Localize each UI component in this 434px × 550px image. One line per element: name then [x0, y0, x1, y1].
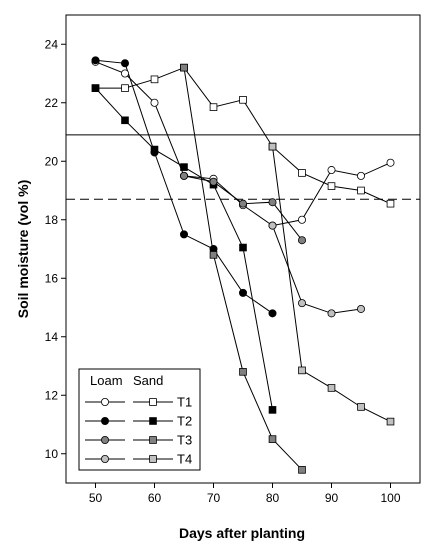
legend-t1-sand-marker [149, 398, 157, 406]
series-layer [91, 56, 395, 474]
y-tick-label: 22 [45, 96, 59, 110]
series-t2-sand-point [121, 116, 129, 125]
legend-header-loam: Loam [90, 373, 123, 388]
legend-box [78, 368, 201, 471]
series-t1-sand-point [357, 186, 365, 195]
y-tick-label: 12 [45, 388, 59, 402]
legend-header-sand: Sand [133, 373, 163, 388]
legend-t4-label: T4 [177, 452, 192, 467]
series-t3-sand-point [180, 63, 188, 72]
series-t1-loam-point [121, 69, 130, 78]
legend-t2-label: T2 [177, 414, 192, 429]
y-tick-label: 14 [45, 330, 59, 344]
series-t2-loam-point [179, 230, 188, 239]
series-t1-sand-point [209, 103, 218, 111]
legend-t4-loam-marker [101, 454, 110, 463]
legend-t2-loam-marker [101, 416, 110, 425]
series-t4-sand-point [386, 417, 395, 426]
x-tick-label: 80 [266, 491, 280, 505]
series-t1-loam-point [297, 215, 306, 224]
series-t4-sand-point [268, 142, 277, 151]
series-t1-loam-point [150, 98, 159, 107]
series-t4-loam-point [356, 304, 365, 313]
legend-t3-sand-marker [149, 436, 157, 444]
series-t1-sand-point [298, 169, 306, 177]
series-t3-sand-point [239, 368, 247, 376]
series-t4-loam-point [268, 221, 277, 230]
series-t3-loam-point [179, 171, 188, 180]
series-t1-sand-point [150, 75, 159, 84]
series-t4-loam-point [297, 299, 306, 308]
axis-ticks: 50 60 70 80 90 100 10 12 14 16 18 20 22 24 [45, 37, 401, 505]
series-t3-sand-line [183, 67, 303, 471]
series-t2-sand-point [91, 84, 100, 92]
series-t3-loam-point [238, 199, 247, 208]
legend-t3-label: T3 [177, 433, 192, 448]
series-t1-sand-point [386, 199, 395, 208]
series-t2-sand-point [239, 243, 247, 252]
series-t2-loam-point [268, 309, 277, 318]
series-t3-sand-point [209, 251, 218, 259]
legend-t1-label: T1 [177, 395, 192, 410]
x-tick-label: 70 [207, 491, 221, 505]
x-tick-label: 90 [325, 491, 339, 505]
series-t2-loam-point [121, 59, 130, 68]
y-tick-label: 10 [45, 447, 59, 461]
series-t1-loam-point [356, 171, 365, 180]
series-t3-sand-point [298, 466, 306, 474]
y-tick-label: 24 [45, 37, 59, 51]
y-tick-label: 18 [45, 213, 59, 227]
series-t3-sand-point [268, 435, 277, 443]
series-t3-loam-point [268, 198, 277, 207]
legend-t2-sand-marker [149, 417, 157, 425]
series-t4-sand-point [357, 403, 365, 411]
legend: Loam Sand T1 T2 T3 T4 [78, 368, 201, 471]
series-t2-sand-point [180, 163, 188, 171]
legend-t4-sand-marker [149, 455, 157, 463]
legend-rows: T1 T2 T3 T4 [85, 395, 192, 467]
legend-t1-loam-marker [101, 397, 110, 406]
y-axis-label: Soil moisture (vol %) [15, 180, 31, 318]
series-t2-loam-point [238, 288, 247, 297]
series-t1-sand-point [239, 96, 247, 104]
series-t4-loam-point [327, 309, 336, 318]
y-tick-label: 16 [45, 271, 59, 285]
series-t4-loam-line [272, 225, 362, 314]
x-axis-label: Days after planting [179, 525, 305, 541]
series-t3-loam-point [297, 236, 306, 245]
reference-lines [66, 134, 420, 200]
y-tick-label: 20 [45, 154, 59, 168]
series-t2-sand-point [268, 406, 277, 414]
x-tick-label: 60 [148, 491, 162, 505]
series-t2-loam-point [91, 56, 100, 65]
series-t1-sand-point [121, 84, 129, 92]
series-t1-loam-point [386, 158, 395, 167]
series-t3-loam-point [209, 177, 218, 186]
x-tick-label: 50 [89, 491, 103, 505]
series-t1-loam-point [327, 166, 336, 175]
series-t2-sand-point [150, 145, 159, 154]
series-t4-sand-point [298, 366, 306, 375]
legend-t3-loam-marker [101, 435, 110, 444]
plot-area-frame [65, 14, 421, 484]
series-t4-sand-point [327, 384, 336, 392]
x-tick-label: 100 [380, 491, 400, 505]
series-t1-sand-point [327, 182, 336, 190]
